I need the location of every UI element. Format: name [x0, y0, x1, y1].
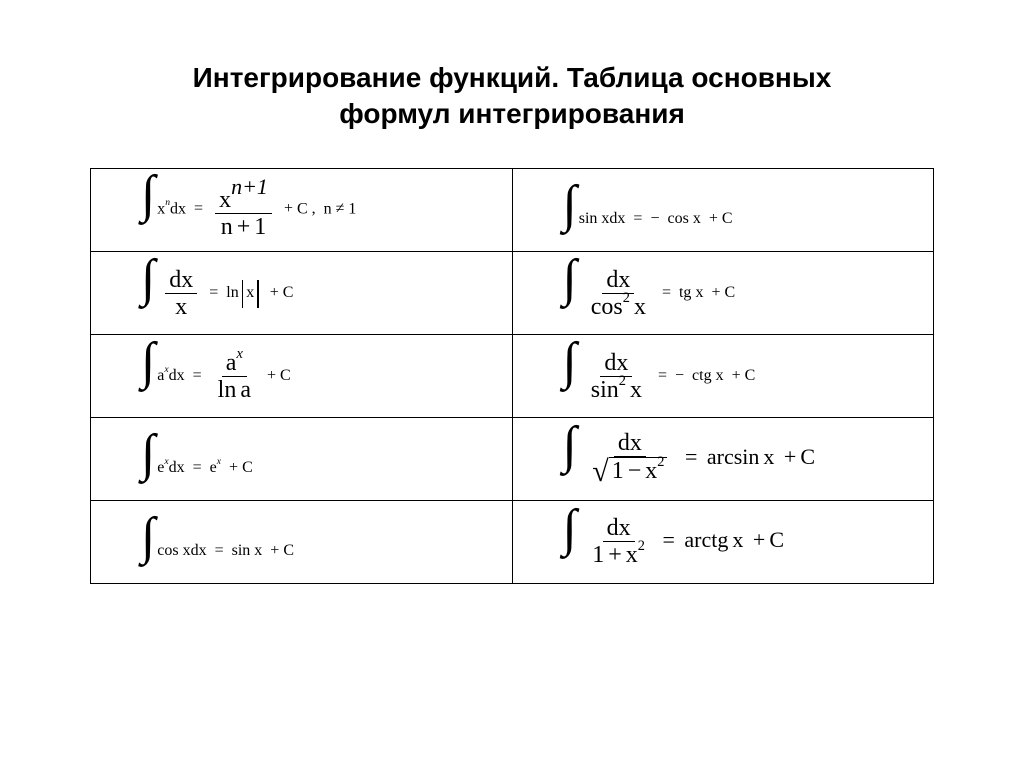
- title-line-2: формул интегрирования: [339, 98, 685, 129]
- cell-r4c1: ∫ dx1+x2 = arctgx +C: [512, 500, 934, 583]
- table-row: ∫cosxdx = sinx +C ∫ dx1+x2 = arctgx +C: [91, 500, 934, 583]
- cell-r1c1: ∫ dxcos2x = tgx +C: [512, 251, 934, 334]
- table-row: ∫exdx = ex +C ∫ dx√1−x2 = arcsinx +C: [91, 417, 934, 500]
- title-line-1: Интегрирование функций. Таблица основных: [193, 62, 832, 93]
- table-row: ∫xndx = xn+1n+1 +C, n≠1 ∫sinxdx =− cosx …: [91, 168, 934, 251]
- integral-table: ∫xndx = xn+1n+1 +C, n≠1 ∫sinxdx =− cosx …: [90, 168, 934, 584]
- table-row: ∫axdx = axlna +C ∫ dxsin2x =− ctgx +C: [91, 334, 934, 417]
- cell-r1c0: ∫ dxx = lnx +C: [91, 251, 513, 334]
- cell-r0c1: ∫sinxdx =− cosx +C: [512, 168, 934, 251]
- cell-r0c0: ∫xndx = xn+1n+1 +C, n≠1: [91, 168, 513, 251]
- cell-r4c0: ∫cosxdx = sinx +C: [91, 500, 513, 583]
- cell-r3c1: ∫ dx√1−x2 = arcsinx +C: [512, 417, 934, 500]
- cell-r2c1: ∫ dxsin2x =− ctgx +C: [512, 334, 934, 417]
- cell-r2c0: ∫axdx = axlna +C: [91, 334, 513, 417]
- page-title: Интегрирование функций. Таблица основных…: [90, 60, 934, 133]
- table-row: ∫ dxx = lnx +C ∫ dxcos2x = tgx +C: [91, 251, 934, 334]
- cell-r3c0: ∫exdx = ex +C: [91, 417, 513, 500]
